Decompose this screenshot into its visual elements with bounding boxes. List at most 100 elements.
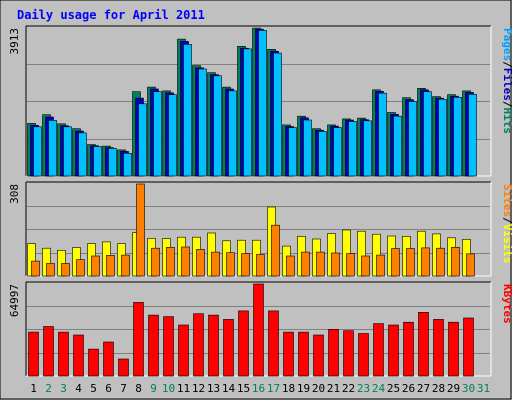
bar-sites-day-24 (376, 254, 385, 277)
bar-pages-day-12 (198, 68, 207, 177)
bar-kbytes-day-5 (88, 348, 99, 377)
bar-pages-day-27 (423, 91, 432, 177)
bar-pages-day-10 (168, 94, 177, 177)
x-tick-label: 13 (207, 382, 220, 395)
bar-pages-day-25 (393, 115, 402, 177)
bar-sites-day-16 (256, 254, 265, 277)
bar-pages-day-19 (303, 119, 312, 177)
bar-sites-day-28 (436, 247, 445, 277)
bar-kbytes-day-9 (148, 314, 159, 377)
bar-sites-day-25 (391, 248, 400, 277)
bar-kbytes-day-18 (283, 331, 294, 377)
bar-sites-day-21 (331, 252, 340, 277)
bar-kbytes-day-28 (433, 319, 444, 377)
x-tick-label: 15 (237, 382, 250, 395)
bar-pages-day-30 (468, 94, 477, 177)
x-tick-label: 11 (177, 382, 190, 395)
bar-sites-day-17 (271, 224, 280, 277)
bar-kbytes-day-30 (463, 317, 474, 377)
bar-pages-day-16 (258, 30, 267, 177)
bar-sites-day-27 (421, 247, 430, 277)
bar-kbytes-day-22 (343, 330, 354, 377)
bar-kbytes-day-10 (163, 316, 174, 377)
legend-entry: Files (501, 68, 512, 101)
bar-kbytes-day-1 (28, 331, 39, 377)
bar-sites-day-30 (466, 253, 475, 277)
bar-sites-day-10 (166, 247, 175, 277)
bar-sites-day-23 (361, 255, 370, 277)
bar-pages-day-2 (48, 120, 57, 177)
x-tick-label: 5 (90, 382, 97, 395)
x-tick-label: 18 (282, 382, 295, 395)
legend-entry: Visits (501, 224, 512, 264)
x-axis-labels: 1 2 3 4 5 6 7 8 9 10 11 12 13 14 15 16 17 18 19 20 21 22 23 24 2… (30, 382, 490, 395)
x-tick-label: 9 (150, 382, 157, 395)
bar-kbytes-day-24 (373, 323, 384, 377)
bar-kbytes-day-26 (403, 321, 414, 377)
bar-pages-day-22 (348, 121, 357, 177)
bar-kbytes-day-2 (43, 326, 54, 377)
bar-kbytes-day-25 (388, 324, 399, 377)
bar-sites-day-12 (196, 249, 205, 277)
x-tick-label: 3 (60, 382, 67, 395)
bar-kbytes-day-16 (253, 283, 264, 377)
bar-sites-day-14 (226, 252, 235, 277)
bar-pages-day-20 (318, 131, 327, 177)
bar-kbytes-day-6 (103, 341, 114, 377)
bar-kbytes-day-12 (193, 313, 204, 377)
x-tick-label: 20 (312, 382, 325, 395)
panel-kbytes: 64997 KBytes (8, 281, 512, 377)
legend-entry: KBytes (501, 284, 512, 324)
x-tick-label: 16 (252, 382, 265, 395)
bar-sites-day-1 (31, 260, 40, 277)
x-tick-label: 19 (297, 382, 310, 395)
bars (27, 27, 477, 177)
legend-entry: Hits (501, 108, 512, 135)
bar-pages-day-17 (273, 52, 282, 177)
bar-pages-day-3 (63, 126, 72, 177)
x-tick-label: 7 (120, 382, 127, 395)
chart-title: Daily usage for April 2011 (17, 8, 205, 22)
x-tick-label: 26 (402, 382, 415, 395)
bar-kbytes-day-14 (223, 319, 234, 377)
y-max-label: 3913 (8, 28, 21, 55)
bar-kbytes-day-7 (118, 358, 129, 377)
panel-visits-sites: 308 Sites/Visits (8, 181, 512, 277)
bar-sites-day-13 (211, 251, 220, 277)
bar-kbytes-day-27 (418, 311, 429, 377)
bar-pages-day-4 (78, 132, 87, 177)
x-tick-label: 6 (105, 382, 112, 395)
bar-pages-day-7 (123, 153, 132, 177)
bar-pages-day-15 (243, 48, 252, 177)
bar-kbytes-day-23 (358, 333, 369, 377)
legend-entry: / (501, 61, 512, 68)
bar-kbytes-day-19 (298, 331, 309, 377)
x-tick-label: 25 (387, 382, 400, 395)
bar-sites-day-4 (76, 259, 85, 277)
x-tick-label: 22 (342, 382, 355, 395)
bar-pages-day-18 (288, 127, 297, 177)
legend-entry: Pages (501, 28, 512, 61)
x-tick-label: 21 (327, 382, 340, 395)
bar-sites-day-19 (301, 251, 310, 277)
bars (27, 183, 475, 277)
bar-pages-day-1 (33, 126, 42, 177)
x-tick-label: 4 (75, 382, 82, 395)
x-tick-label: 10 (162, 382, 175, 395)
bar-sites-day-5 (91, 255, 100, 277)
bar-sites-day-29 (451, 247, 460, 277)
x-tick-label: 14 (222, 382, 236, 395)
legend-entry: Sites (501, 184, 512, 217)
bar-pages-day-6 (108, 148, 117, 177)
bar-sites-day-15 (241, 253, 250, 277)
x-tick-label: 30 (462, 382, 475, 395)
y-max-label: 64997 (8, 284, 21, 317)
bar-pages-day-8 (138, 103, 147, 177)
bar-kbytes-day-3 (58, 331, 69, 377)
legend-entry: / (501, 101, 512, 108)
x-tick-label: 2 (45, 382, 52, 395)
y-axis-legend: Pages/Files/Hits (501, 28, 512, 134)
bar-pages-day-23 (363, 120, 372, 177)
bar-sites-day-22 (346, 253, 355, 277)
